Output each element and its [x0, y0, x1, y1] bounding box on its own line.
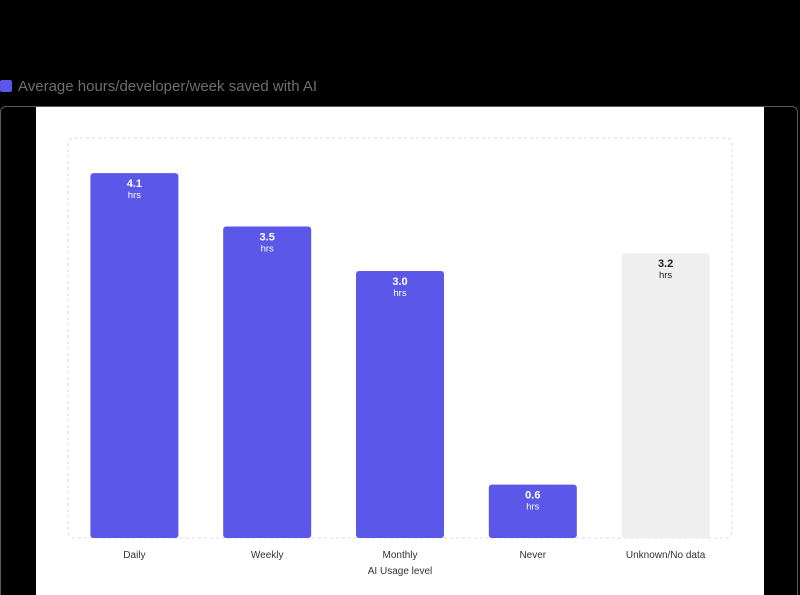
x-tick-label: Never	[519, 550, 546, 561]
bar-chart: 4.1hrsDaily3.5hrsWeekly3.0hrsMonthly0.6h…	[67, 137, 733, 577]
bar-daily	[90, 173, 179, 538]
bar-unit-label: hrs	[393, 288, 406, 299]
bar-unit-label: hrs	[526, 502, 539, 513]
bar-unit-label: hrs	[261, 244, 274, 255]
chart-legend: Average hours/developer/week saved with …	[0, 76, 317, 96]
legend-swatch	[0, 80, 12, 92]
x-tick-label: Daily	[123, 550, 145, 561]
plot-area-frame	[67, 137, 733, 539]
bar-never	[488, 484, 577, 538]
bar-value-label: 0.6	[525, 490, 540, 502]
chart-panel: 4.1 hrs Daily 3.5 hrs Weekly 3.0 hrs Monthly 0.6 h…	[36, 107, 764, 595]
x-tick-label: Unknown/No data	[626, 550, 706, 561]
bar-unit-label: hrs	[659, 270, 672, 281]
bar-value-label: 3.5	[260, 232, 275, 244]
bar-weekly	[223, 226, 312, 538]
bar-value-label: 3.2	[658, 258, 673, 270]
bar-monthly	[356, 271, 444, 538]
legend-label: Average hours/developer/week saved with …	[18, 77, 318, 95]
x-tick-label: Monthly	[382, 550, 417, 561]
bar-value-label: 4.1	[127, 178, 142, 190]
bar-unknown-no-data	[621, 253, 710, 538]
bar-unit-label: hrs	[128, 190, 141, 201]
x-axis-label: AI Usage level	[368, 566, 432, 577]
bar-value-label: 3.0	[392, 276, 407, 288]
x-tick-label: Weekly	[251, 550, 284, 561]
